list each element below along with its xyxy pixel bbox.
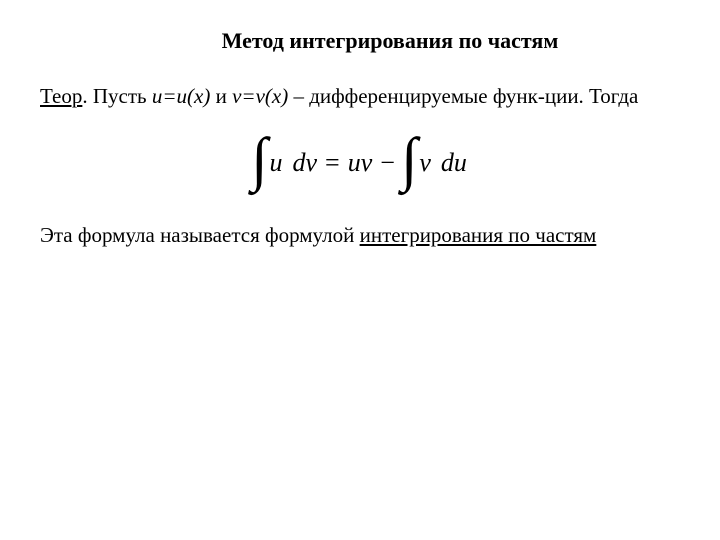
formula-container: ∫ udv=uv− ∫ vdu (40, 140, 680, 186)
formula-v: v (417, 148, 433, 177)
theorem-part1: . Пусть (82, 84, 152, 108)
theorem-label: Теор (40, 84, 82, 108)
v-expression: v=v(x) (232, 84, 288, 108)
integral-sign-icon: ∫ (251, 138, 267, 180)
theorem-part3: – дифференцируемые функ-ции. Тогда (288, 84, 638, 108)
u-expression: u=u(x) (152, 84, 210, 108)
formula-uv: uv (346, 148, 375, 177)
integral-2: ∫ (401, 140, 417, 186)
conclusion-part1: Эта формула называется формулой (40, 223, 360, 247)
theorem-text: Теор. Пусть u=u(x) и v=v(x) – дифференци… (40, 82, 680, 110)
formula-equals: = (319, 148, 346, 177)
integral-1: ∫ (251, 140, 267, 186)
conclusion-link: интегрирования по частям (360, 223, 597, 247)
conclusion-text: Эта формула называется формулой интегрир… (40, 221, 680, 249)
formula-dv: dv (291, 148, 320, 177)
page-title: Метод интегрирования по частям (100, 28, 680, 54)
formula-minus: − (374, 148, 401, 177)
integration-by-parts-formula: ∫ udv=uv− ∫ vdu (251, 140, 469, 186)
formula-u: u (268, 148, 285, 177)
formula-du: du (439, 148, 469, 177)
integral-sign-icon: ∫ (401, 138, 417, 180)
theorem-part2: и (210, 84, 232, 108)
